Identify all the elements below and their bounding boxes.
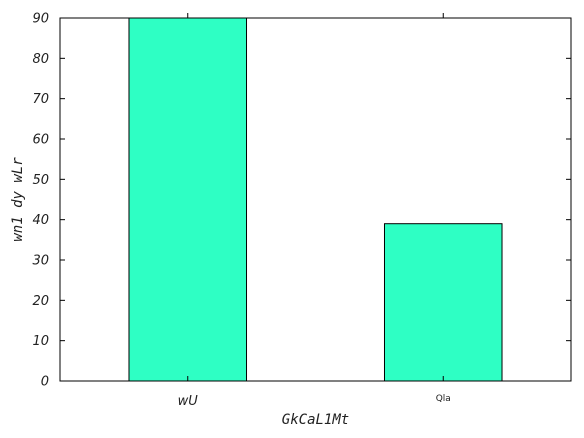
bar-wU [128, 17, 248, 382]
bars-group [128, 17, 503, 382]
y-tick-label-30: 30 [32, 254, 49, 269]
x-tick-label-wU: wU [178, 394, 199, 409]
y-tick-label-80: 80 [32, 52, 49, 67]
y-axis-label: wn1 dy wLr [10, 157, 26, 242]
y-tick-label-20: 20 [32, 294, 49, 309]
plot-frame [59, 17, 572, 382]
x-ticks-group: wU Qla [178, 13, 451, 409]
y-tick-label-0: 0 [41, 375, 49, 390]
x-axis-label: GkCaL1Mt [282, 412, 349, 428]
y-tick-label-50: 50 [32, 173, 49, 188]
y-tick-label-10: 10 [32, 334, 49, 349]
x-tick-label-Qla: Qla [436, 394, 451, 404]
y-tick-label-40: 40 [32, 213, 49, 228]
y-ticks-group: 0 10 20 30 40 50 60 70 80 90 [32, 12, 571, 390]
y-tick-label-60: 60 [32, 133, 49, 148]
y-tick-label-70: 70 [32, 92, 49, 107]
y-tick-label-90: 90 [32, 12, 49, 27]
bar-Qla [383, 223, 503, 382]
